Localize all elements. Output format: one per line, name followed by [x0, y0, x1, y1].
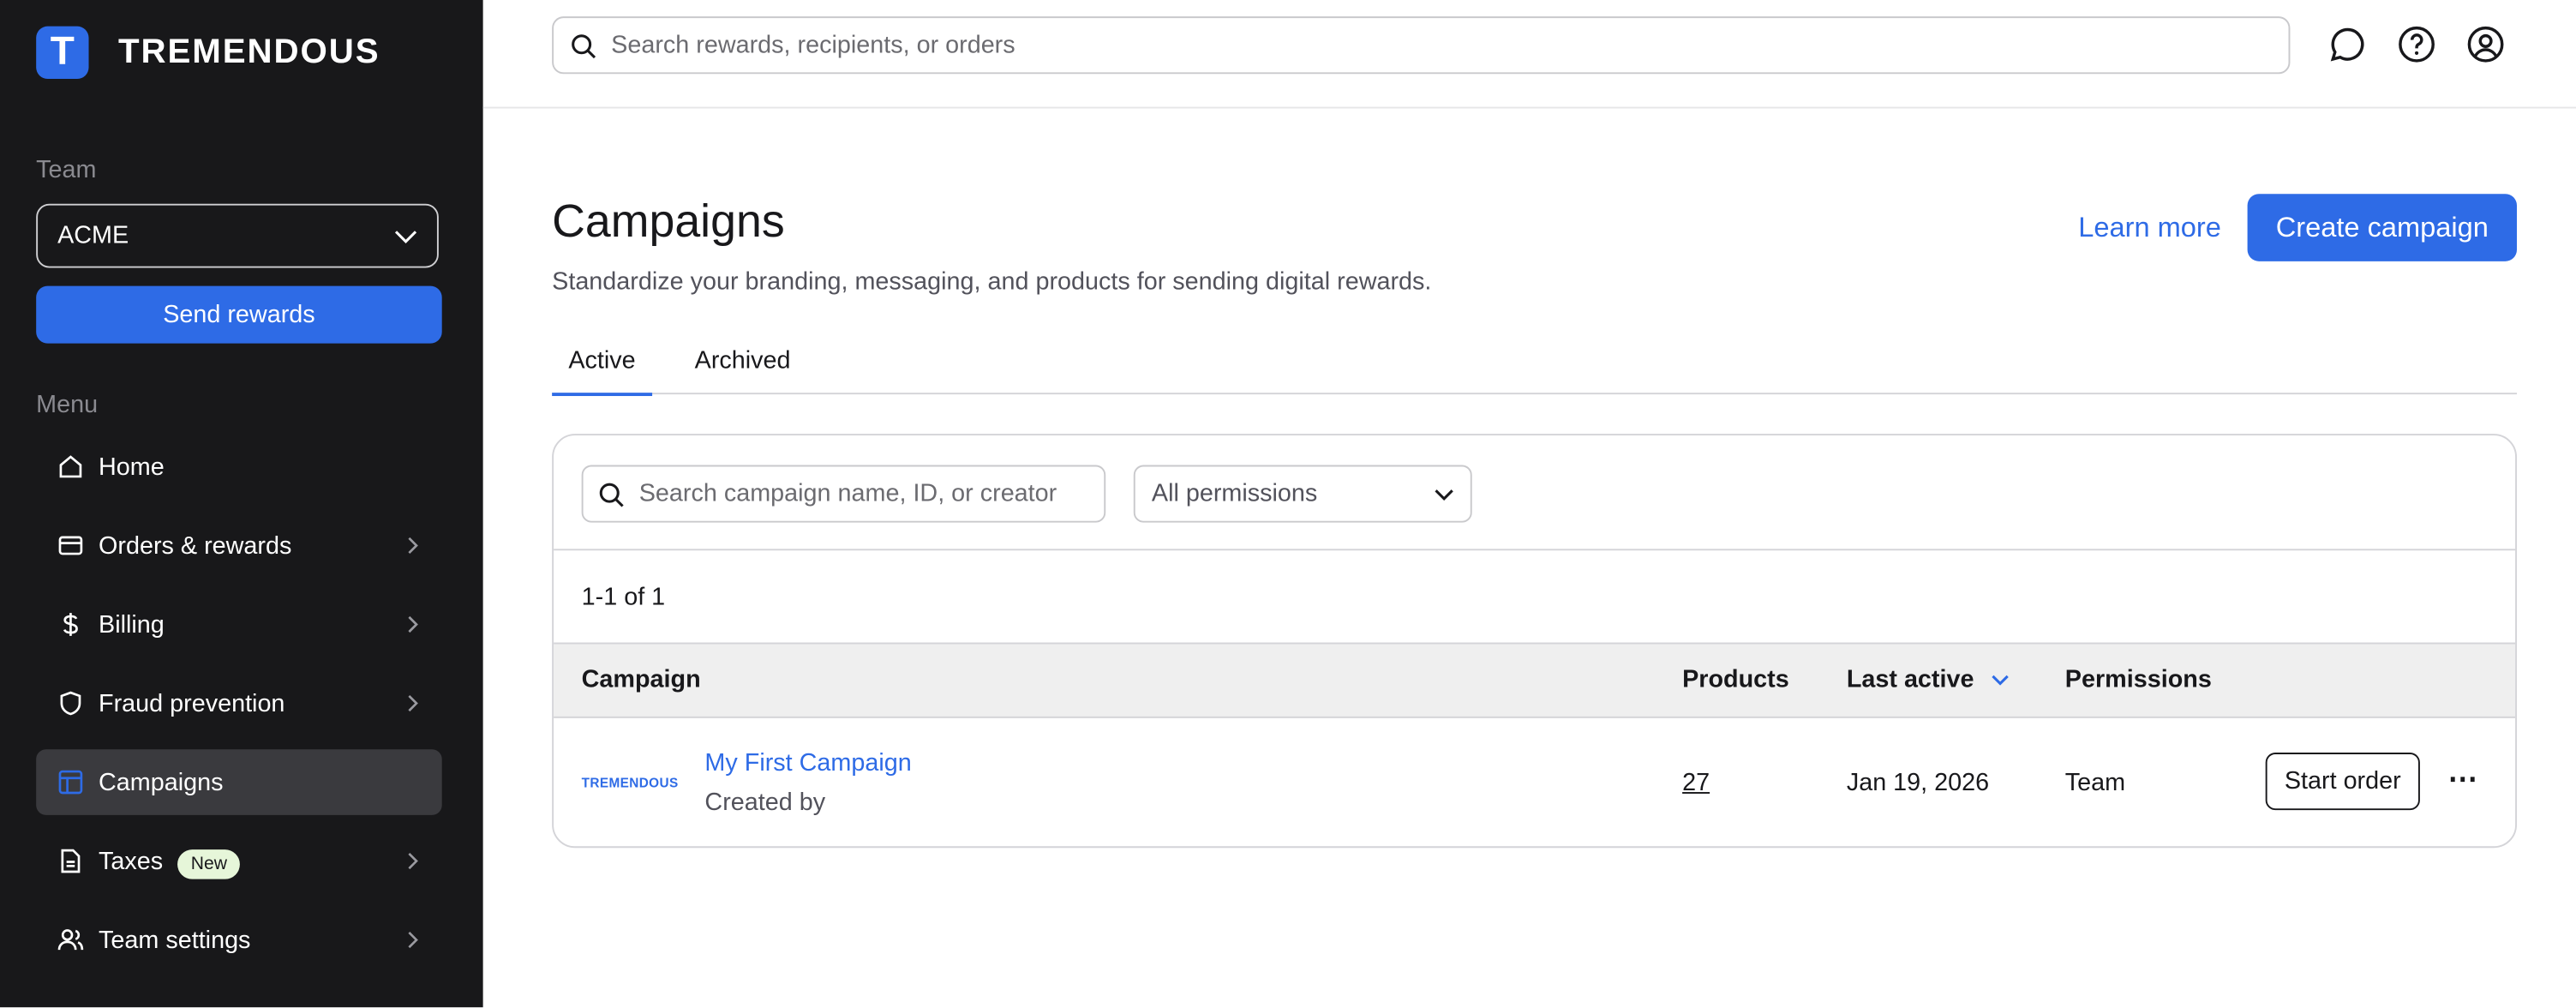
- sidebar-item-orders-rewards[interactable]: Orders & rewards: [36, 513, 442, 579]
- campaigns-table-card: Search campaign name, ID, or creator All…: [552, 434, 2517, 849]
- divider: [554, 549, 2516, 551]
- chevron-right-icon: [408, 694, 418, 712]
- campaign-search-input[interactable]: Search campaign name, ID, or creator: [581, 465, 1106, 523]
- sidebar-item-text: Taxes: [99, 847, 164, 875]
- sort-chevron-down-icon: [1991, 675, 2009, 686]
- sidebar-item-text: Orders & rewards: [99, 531, 292, 560]
- products-count-link[interactable]: 27: [1682, 769, 1710, 797]
- sidebar-item-home[interactable]: Home: [36, 434, 442, 500]
- logo-mark: T: [36, 26, 89, 80]
- table-row: TREMENDOUS My First Campaign Created by …: [554, 717, 2515, 846]
- new-badge: New: [177, 849, 241, 879]
- team-value: ACME: [57, 221, 129, 250]
- logo[interactable]: T TREMENDOUS: [36, 26, 380, 80]
- team-select[interactable]: ACME: [36, 203, 439, 268]
- sidebar-item-team-settings[interactable]: Team settings: [36, 907, 442, 973]
- sidebar-item-taxes[interactable]: Taxes New: [36, 828, 442, 894]
- campaign-search-placeholder: Search campaign name, ID, or creator: [638, 479, 1057, 508]
- permissions-value: Team: [2064, 769, 2126, 797]
- sidebar-item-text: Fraud prevention: [99, 689, 285, 717]
- sidebar-item-label: Orders & rewards: [99, 531, 405, 560]
- start-order-button[interactable]: Start order: [2265, 753, 2420, 811]
- menu-label: Menu: [36, 391, 99, 419]
- col-campaign: Campaign: [581, 665, 701, 694]
- chevron-right-icon: [408, 852, 418, 870]
- last-active-value: Jan 19, 2026: [1846, 769, 1990, 797]
- sidebar-item-fraud-prevention[interactable]: Fraud prevention: [36, 670, 442, 736]
- sidebar-item-text: Home: [99, 453, 165, 481]
- send-rewards-button[interactable]: Send rewards: [36, 285, 442, 344]
- col-last-active[interactable]: Last active: [1847, 665, 2009, 693]
- col-last-active-label: Last active: [1846, 665, 1974, 694]
- result-count: 1-1 of 1: [581, 583, 666, 612]
- chevron-right-icon: [408, 615, 418, 633]
- more-actions-icon[interactable]: ⋯: [2447, 762, 2477, 795]
- learn-more-link[interactable]: Learn more: [2078, 212, 2221, 243]
- col-permissions: Permissions: [2064, 665, 2212, 694]
- search-icon: [572, 33, 596, 58]
- page-title: Campaigns: [552, 195, 785, 247]
- search-icon: [599, 482, 624, 507]
- tab-active[interactable]: Active: [552, 333, 652, 397]
- chevron-down-icon: [394, 230, 417, 243]
- team-label: Team: [36, 156, 97, 184]
- users-icon: [57, 927, 84, 953]
- document-icon: [57, 848, 84, 874]
- account-icon[interactable]: [2465, 23, 2507, 66]
- permissions-filter[interactable]: All permissions: [1133, 465, 1472, 523]
- tabs: Active Archived: [552, 333, 2517, 397]
- global-search-placeholder: Search rewards, recipients, or orders: [611, 31, 1015, 60]
- table-header: Campaign Products Last active Permission…: [554, 642, 2516, 718]
- layout-icon: [57, 769, 84, 795]
- help-icon[interactable]: [2395, 23, 2438, 66]
- topbar: Search rewards, recipients, or orders: [482, 0, 2576, 109]
- sidebar-item-text: Team settings: [99, 926, 251, 954]
- dollar-icon: [57, 611, 84, 638]
- sidebar-item-label: Campaigns: [99, 768, 419, 796]
- campaign-logo: TREMENDOUS: [581, 775, 679, 791]
- sidebar-item-label: Team settings: [99, 926, 405, 954]
- sidebar: T TREMENDOUS Team ACME Send rewards Menu…: [0, 0, 483, 1008]
- sidebar-item-label: Billing: [99, 610, 405, 639]
- sidebar-item-campaigns[interactable]: Campaigns: [36, 749, 442, 815]
- permissions-filter-value: All permissions: [1151, 479, 1318, 508]
- sidebar-item-billing[interactable]: Billing: [36, 591, 442, 657]
- campaign-created-by: Created by: [704, 789, 826, 817]
- campaign-name-link[interactable]: My First Campaign: [704, 749, 912, 777]
- chevron-right-icon: [408, 537, 418, 555]
- sidebar-item-text: Campaigns: [99, 768, 224, 796]
- page-subtitle: Standardize your branding, messaging, an…: [552, 267, 1432, 297]
- sidebar-nav: Home Orders & rewards Billing Fraud prevent…: [36, 434, 442, 986]
- sidebar-item-label: Home: [99, 453, 419, 481]
- chat-icon[interactable]: [2327, 23, 2369, 66]
- sidebar-item-text: Billing: [99, 610, 165, 639]
- sidebar-item-label: Fraud prevention: [99, 689, 405, 717]
- create-campaign-button[interactable]: Create campaign: [2247, 194, 2517, 261]
- home-icon: [57, 453, 84, 480]
- sidebar-item-label: Taxes New: [99, 847, 405, 879]
- chevron-down-icon: [1435, 489, 1453, 501]
- shield-icon: [57, 690, 84, 717]
- chevron-right-icon: [408, 932, 418, 949]
- tab-archived[interactable]: Archived: [694, 346, 791, 375]
- col-products: Products: [1682, 665, 1789, 694]
- card-icon: [57, 532, 84, 559]
- logo-text: TREMENDOUS: [118, 33, 380, 71]
- global-search-input[interactable]: Search rewards, recipients, or orders: [552, 16, 2291, 75]
